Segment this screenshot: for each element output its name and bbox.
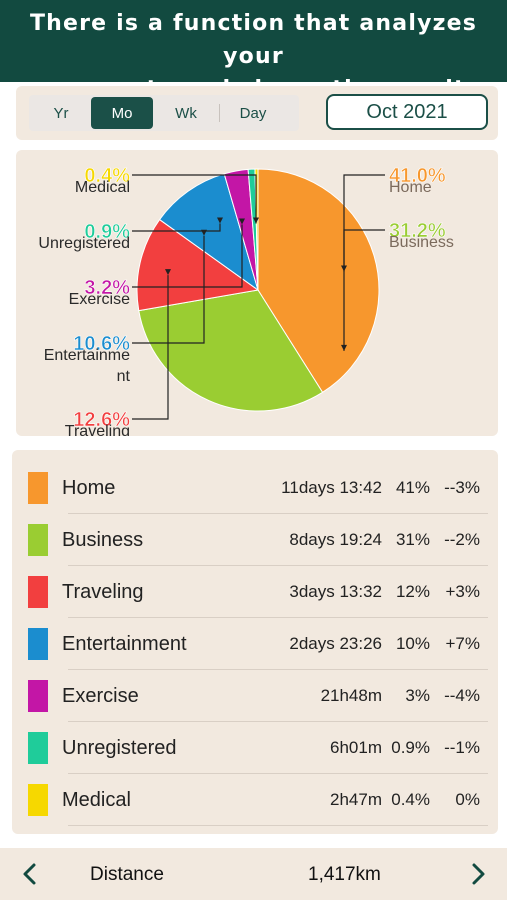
row-divider [68,513,488,514]
leader-line [132,223,221,232]
distance-label: Distance [90,864,164,885]
tab-month[interactable]: Mo [91,97,153,129]
pie-percent-label: 41.0% [389,165,446,187]
pie-category-label: Traveling [65,423,130,436]
pie-category-label: Medical [75,179,130,196]
activity-name: Medical [62,788,131,811]
chevron-right-icon[interactable] [466,862,490,886]
pie-category-label: Unregistered [38,235,130,252]
activity-list: Home 11days 13:42 41% --3% Business 8days 19:… [12,450,498,834]
list-item[interactable]: Business 8days 19:24 31% --2% [22,514,488,566]
row-divider [68,669,488,670]
leader-line [132,224,243,288]
pie-category-label: Home [389,179,432,196]
list-item[interactable]: Exercise 21h48m 3% --4% [22,670,488,722]
pie-percent-label: 3.2% [84,277,130,299]
row-divider [68,565,488,566]
list-item[interactable]: Medical 2h47m 0.4% 0% [22,774,488,826]
date-picker-button[interactable]: Oct 2021 [326,94,488,130]
activity-change: +7% [445,634,481,653]
activity-name: Home [62,476,116,499]
activity-change: 0% [455,790,480,809]
tab-day[interactable]: Day [239,104,267,122]
pie-percent-label: 12.6% [73,409,130,431]
leader-arrow [239,218,245,225]
list-item[interactable]: Unregistered 6h01m 0.9% --1% [22,722,488,774]
activity-duration: 2days 23:26 [289,634,382,653]
distance-value: 1,417km [308,864,381,885]
pie-percent-label: 0.9% [84,221,130,243]
activity-duration: 3days 13:32 [289,582,382,601]
pie-chart: 41.0%Home 31.2%Business 12.6%Traveling 10.6… [38,165,454,436]
color-swatch [28,784,48,816]
leader-arrow [165,269,171,276]
activity-duration: 8days 19:24 [289,530,382,549]
pie-chart-panel: 41.0% Home 31.2% Business 12.6% Traveling 10.6… [16,150,498,436]
color-swatch [28,680,48,712]
pie-percent-label: 10.6% [73,333,130,355]
activity-change: --3% [444,478,480,497]
activity-percent: 0.4% [391,790,430,809]
activity-name: Traveling [62,580,144,603]
pie-slice-home [257,168,380,394]
pie-percent-label: 31.2% [389,220,446,242]
leader-line [132,174,257,224]
row-divider [68,773,488,774]
leader-line [132,275,169,420]
activity-name: Business [62,528,144,551]
activity-change: --1% [444,738,480,757]
pie-slice-business [138,289,324,412]
leader-arrow [341,344,347,351]
tab-year[interactable]: Yr [53,104,69,122]
leader-line [132,235,205,344]
activity-name: Entertainment [62,632,187,655]
leader-line [343,229,385,351]
row-divider [68,721,488,722]
row-divider [68,617,488,618]
color-swatch [28,472,48,504]
color-swatch [28,524,48,556]
tab-divider [219,104,220,122]
leader-arrow [253,217,259,224]
list-item[interactable]: Entertainment 2days 23:26 10% +7% [22,618,488,670]
activity-duration: 11days 13:42 [281,478,382,497]
activity-percent: 3% [405,686,430,705]
activity-duration: 6h01m [330,738,382,757]
pie-category-label: Exercise [69,291,130,308]
color-swatch [28,732,48,764]
activity-change: +3% [445,582,481,601]
promo-banner: There is a function that analyzes your m… [0,0,507,102]
pie-category-label: nt [117,368,131,385]
distance-bar: Distance 1,417km [0,848,507,900]
period-segmented-control: Yr Mo Wk Day [29,95,299,131]
activity-name: Exercise [62,684,139,707]
pie-percent-label: 0.4% [84,165,130,187]
activity-name: Unregistered [62,736,177,759]
activity-duration: 21h48m [320,686,382,705]
chevron-left-icon[interactable] [18,862,42,886]
period-selector-panel: Yr Mo Wk Day Oct 2021 [16,86,498,140]
activity-change: --4% [444,686,480,705]
list-item[interactable]: Home 11days 13:42 41% --3% [22,462,488,514]
activity-percent: 31% [395,530,430,549]
color-swatch [28,576,48,608]
color-swatch [28,628,48,660]
pie-category-label: Entertainme [44,347,130,364]
pie-slice-entertainment [158,173,259,292]
list-item[interactable]: Traveling 3days 13:32 12% +3% [22,566,488,618]
pie-slice-traveling [136,218,260,312]
activity-percent: 0.9% [391,738,430,757]
tab-week[interactable]: Wk [175,104,197,122]
leader-arrow [217,217,223,224]
activity-change: --2% [444,530,480,549]
activity-percent: 10% [395,634,430,653]
activity-duration: 2h47m [330,790,382,809]
pie-category-label: Business [389,234,454,251]
activity-percent: 12% [395,582,430,601]
banner-line-1: There is a function that analyzes your [29,11,478,69]
activity-percent: 41% [395,478,430,497]
row-divider [68,825,488,826]
